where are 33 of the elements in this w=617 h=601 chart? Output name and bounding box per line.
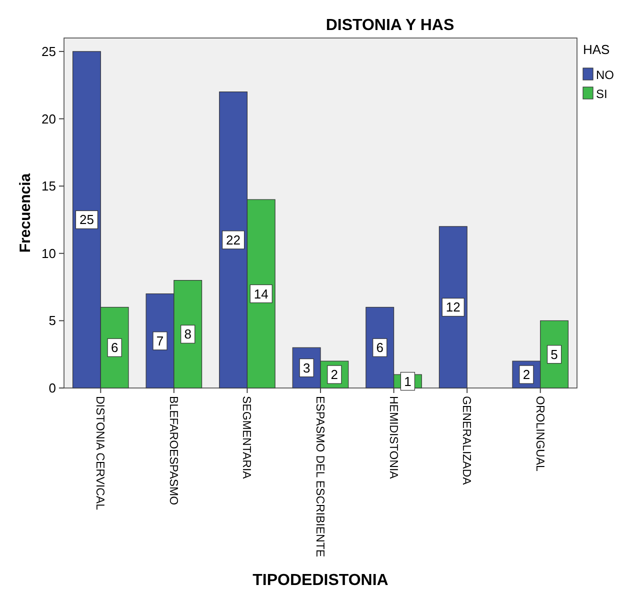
data-label: 6: [110, 340, 118, 356]
chart-title: DISTONIA Y HAS: [326, 17, 454, 34]
data-label: 8: [184, 326, 192, 342]
x-tick-label: ESPASMO DEL ESCRIBIENTE: [314, 396, 326, 558]
data-label: 14: [254, 286, 268, 302]
bar: [438, 226, 468, 388]
data-label: 22: [226, 232, 241, 248]
y-tick-label: 0: [48, 380, 56, 396]
y-tick-label: 10: [42, 246, 56, 261]
data-label: 3: [302, 360, 310, 376]
x-tick-label: BLEFAROESPASMO: [166, 396, 179, 506]
y-tick-label: 20: [42, 111, 56, 126]
data-label: 12: [446, 300, 460, 315]
x-tick-label: OROLINGUAL: [533, 396, 546, 472]
y-tick-label: 15: [42, 178, 56, 194]
data-label: 25: [79, 212, 94, 228]
y-tick-label: 25: [42, 44, 56, 59]
data-label: 1: [404, 374, 412, 389]
data-label: 7: [156, 333, 164, 348]
data-label: 6: [376, 340, 384, 356]
data-label: 2: [522, 367, 530, 382]
legend-label: NO: [596, 68, 614, 82]
legend-label: SI: [596, 87, 608, 101]
y-tick-label: 5: [48, 313, 56, 328]
x-tick-label: HEMIDISTONIA: [386, 396, 399, 480]
data-label: 5: [550, 346, 558, 362]
x-tick-label: SEGMENTARIA: [240, 396, 252, 480]
x-tick-label: DISTONIA CERVICAL: [94, 396, 106, 511]
x-tick-label: GENERALIZADA: [460, 396, 472, 486]
y-axis-title: Frecuencia: [17, 172, 34, 253]
data-label: 2: [330, 367, 338, 382]
legend-title: HAS: [583, 42, 610, 57]
x-axis-title: TIPODEDISTONIA: [252, 572, 389, 589]
